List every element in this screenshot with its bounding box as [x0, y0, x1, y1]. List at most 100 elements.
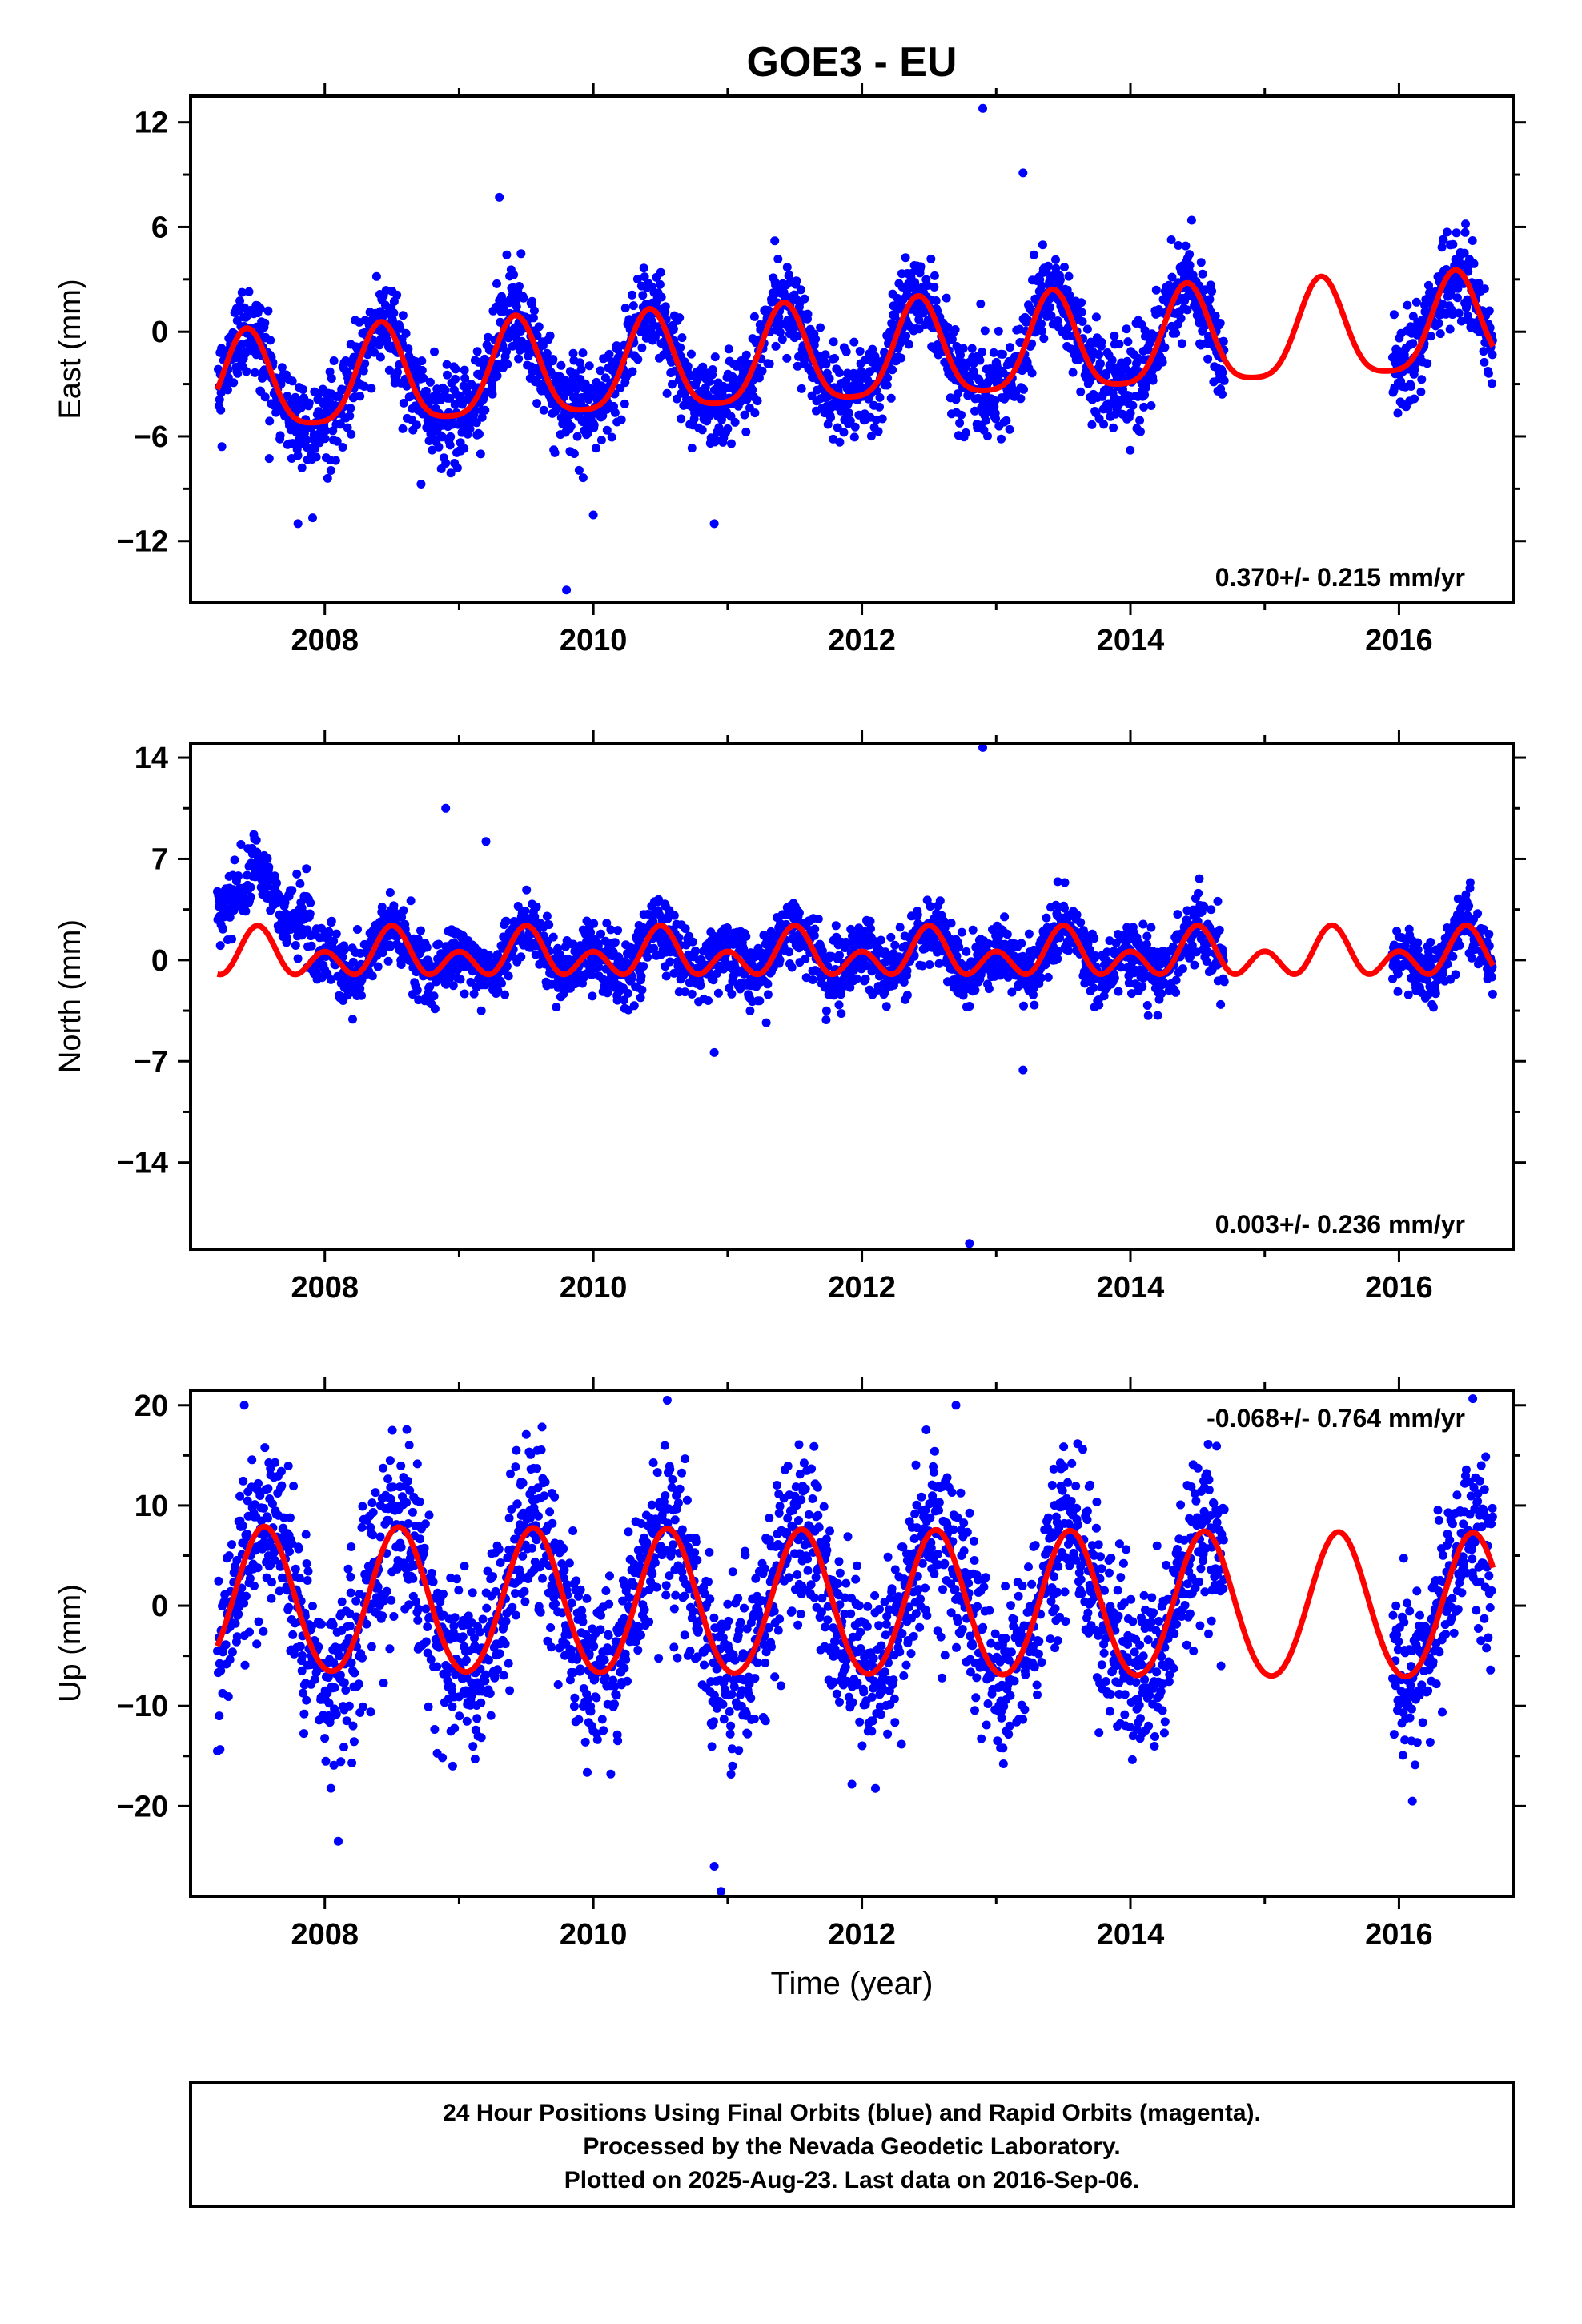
data-point [998, 349, 1007, 359]
data-point [1146, 401, 1156, 410]
data-point [639, 962, 648, 971]
data-point [830, 354, 839, 363]
data-point [1078, 317, 1087, 326]
data-point [556, 360, 566, 370]
data-point [1480, 357, 1489, 367]
data-point [926, 902, 935, 911]
data-point [572, 432, 582, 441]
data-point [1407, 382, 1415, 391]
data-point [438, 432, 448, 442]
data-point [1416, 387, 1426, 396]
east-rate-label: 0.370+/- 0.215 mm/yr [1215, 563, 1465, 592]
data-point [383, 956, 393, 966]
y-tick-label: 12 [135, 107, 168, 140]
data-point [1484, 306, 1494, 316]
data-point [504, 333, 513, 343]
data-point [1480, 284, 1489, 294]
data-point [1122, 356, 1132, 366]
data-point [357, 991, 366, 1000]
data-point [1138, 919, 1148, 929]
data-point [1055, 275, 1065, 284]
data-point [275, 431, 285, 440]
data-point [638, 291, 648, 300]
data-point [589, 919, 599, 928]
data-point [1064, 271, 1074, 281]
data-point [708, 365, 717, 374]
x-tick-label: 2010 [560, 624, 628, 657]
data-point [446, 432, 456, 441]
data-point [217, 442, 227, 452]
outlier-point [293, 519, 303, 529]
data-point [1157, 989, 1166, 999]
data-point [304, 398, 314, 408]
data-point [980, 326, 990, 336]
data-point [687, 444, 697, 453]
data-point [359, 366, 368, 376]
data-point [355, 392, 365, 401]
data-point [237, 287, 247, 297]
data-point [584, 361, 594, 371]
data-point [404, 344, 413, 353]
data-point [1488, 379, 1496, 388]
data-point [741, 931, 751, 941]
data-point [643, 952, 652, 962]
data-point [1019, 384, 1028, 394]
data-point [296, 403, 306, 412]
data-point [343, 423, 352, 432]
data-point [353, 925, 362, 934]
data-point [958, 344, 968, 353]
x-tick-label: 2008 [291, 624, 359, 657]
data-point [545, 331, 555, 340]
data-point [1091, 312, 1101, 322]
data-point [1077, 298, 1086, 308]
data-point [592, 444, 600, 453]
data-point [629, 1001, 639, 1011]
data-point [1042, 913, 1051, 923]
data-point [1148, 376, 1158, 385]
data-point [399, 906, 408, 915]
data-point [957, 410, 966, 420]
data-point [263, 854, 272, 863]
data-point [1469, 259, 1479, 268]
data-point [428, 445, 437, 455]
data-point [757, 366, 767, 376]
data-point [542, 911, 552, 921]
data-point [229, 378, 239, 388]
data-point [1076, 918, 1086, 927]
data-point [1142, 931, 1152, 941]
data-point [1389, 310, 1399, 320]
data-point [1090, 934, 1099, 943]
data-point [451, 374, 460, 384]
data-point [803, 309, 813, 319]
data-point [1002, 930, 1012, 939]
data-point [1215, 319, 1225, 328]
data-point [886, 393, 896, 403]
data-point [251, 835, 261, 845]
data-point [813, 915, 823, 923]
data-point [456, 975, 465, 984]
data-point [811, 334, 821, 344]
data-point [1024, 929, 1034, 939]
data-point [227, 935, 236, 944]
outlier-point [588, 510, 598, 520]
data-point [1171, 328, 1181, 338]
data-point [930, 283, 939, 292]
data-point [266, 336, 275, 345]
east-y-axis-label: East (mm) [54, 279, 87, 419]
data-point [881, 1002, 891, 1011]
data-point [696, 981, 705, 991]
data-point [335, 420, 345, 429]
data-point [373, 962, 383, 971]
data-point [676, 343, 685, 352]
data-point [656, 292, 666, 302]
data-point [1096, 359, 1105, 368]
data-point [984, 984, 994, 994]
data-point [904, 340, 913, 349]
data-point [476, 1006, 486, 1015]
data-point [1461, 219, 1470, 229]
data-point [550, 448, 560, 457]
data-point [272, 879, 281, 888]
data-point [1218, 368, 1227, 377]
